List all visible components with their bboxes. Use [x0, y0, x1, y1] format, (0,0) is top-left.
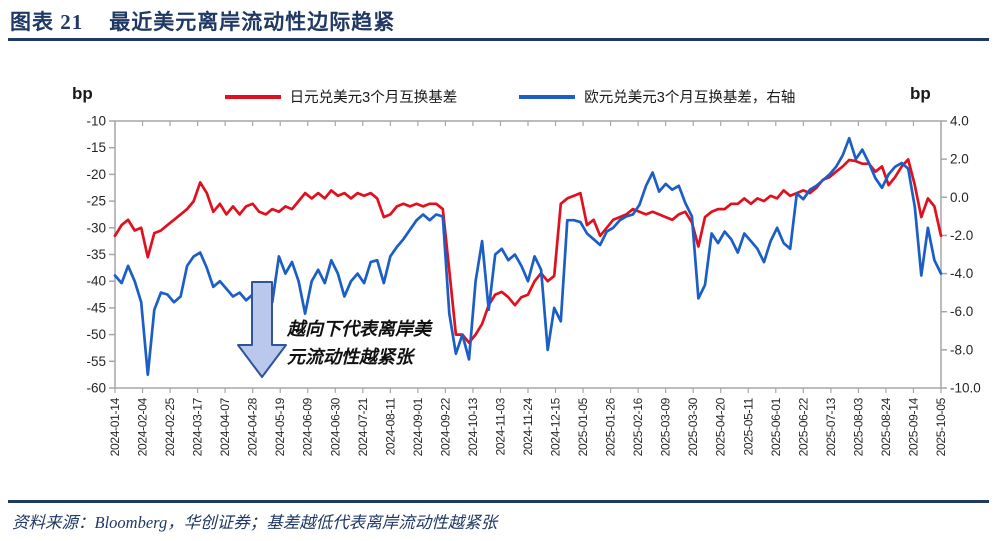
left-axis-tick-label: -10	[86, 114, 106, 129]
x-axis-tick-label: 2024-06-30	[328, 397, 342, 456]
x-axis-tick-label: 2025-08-03	[851, 397, 865, 456]
annotation-line-1: 越向下代表离岸美	[287, 319, 431, 339]
x-axis-tick-label: 2025-08-24	[879, 397, 893, 456]
x-axis-tick-label: 2024-01-14	[108, 397, 122, 456]
x-axis-tick-label: 2024-04-07	[218, 397, 232, 456]
left-axis-tick-label: -15	[86, 140, 106, 155]
figure-header: 图表 21 最近美元离岸流动性边际趋紧	[10, 6, 395, 36]
x-axis-tick-label: 2025-06-01	[769, 397, 783, 456]
footer-divider	[8, 500, 989, 503]
x-axis-tick-label: 2024-05-19	[273, 397, 287, 456]
x-axis-tick-label: 2024-07-21	[356, 397, 370, 456]
right-axis-tick-label: -2.0	[950, 228, 973, 243]
x-axis-tick-label: 2024-03-17	[191, 397, 205, 456]
source-note: 资料来源：Bloomberg，华创证券；基差越低代表离岸流动性越紧张	[12, 513, 498, 532]
legend-item-eur: 欧元兑美元3个月互换基差，右轴	[519, 86, 795, 107]
plot-frame	[114, 120, 942, 389]
legend-label-eur: 欧元兑美元3个月互换基差，右轴	[584, 90, 796, 106]
legend-label-jpy: 日元兑美元3个月互换基差	[289, 90, 458, 106]
legend-marker-jpy	[224, 94, 281, 99]
right-axis-tick-label: -8.0	[950, 342, 973, 357]
series-jpy-line	[113, 158, 943, 344]
x-axis-tick-label: 2024-02-25	[163, 397, 177, 456]
left-axis-tick-label: -55	[86, 354, 106, 369]
legend-marker-eur	[519, 94, 576, 99]
x-axis-tick-label: 2024-11-03	[493, 397, 507, 455]
x-axis-tick-label: 2024-10-13	[466, 397, 480, 456]
series-eur-line	[113, 136, 943, 377]
left-axis-tick-label: -45	[86, 300, 106, 315]
left-axis-tick-label: -60	[86, 381, 106, 396]
figure-title: 最近美元离岸流动性边际趋紧	[109, 10, 396, 34]
right-axis-unit: bp	[910, 84, 931, 103]
x-axis-tick-label: 2024-04-28	[246, 397, 260, 456]
left-axis-tick-label: -25	[86, 194, 106, 209]
legend-item-jpy: 日元兑美元3个月互换基差	[224, 86, 458, 107]
annotation-line-2: 元流动性越紧张	[287, 347, 413, 367]
tightening-annotation: 越向下代表离岸美 元流动性越紧张	[287, 315, 431, 371]
left-axis-tick-label: -20	[86, 167, 106, 182]
x-axis-tick-label: 2024-11-24	[521, 397, 535, 455]
x-axis-tick-label: 2025-07-13	[824, 397, 838, 456]
x-axis-tick-label: 2025-04-20	[714, 397, 728, 456]
x-axis-tick-label: 2025-10-05	[934, 397, 948, 456]
right-axis-tick-label: 4.0	[950, 114, 969, 129]
x-axis-tick-label: 2024-02-04	[136, 397, 150, 456]
right-axis-tick-label: -10.0	[950, 381, 981, 396]
x-axis-tick-label: 2025-09-14	[906, 397, 920, 456]
x-axis-tick-label: 2025-01-26	[604, 397, 618, 456]
x-axis-tick-label: 2024-08-11	[383, 397, 397, 455]
right-axis-tick-label: -4.0	[950, 266, 973, 281]
left-axis-tick-label: -40	[86, 274, 106, 289]
x-axis-tick-label: 2025-06-22	[796, 397, 810, 456]
left-axis-tick-label: -50	[86, 327, 106, 342]
right-axis-tick-label: 0.0	[950, 190, 969, 205]
down-arrow-icon	[237, 281, 287, 378]
x-axis-tick-label: 2025-02-16	[631, 397, 645, 456]
x-axis-tick-label: 2025-03-09	[659, 397, 673, 456]
left-axis-tick-label: -35	[86, 247, 106, 262]
chart-legend: 日元兑美元3个月互换基差 欧元兑美元3个月互换基差，右轴	[130, 86, 890, 107]
x-axis-tick-label: 2025-01-05	[576, 397, 590, 456]
x-axis-tick-label: 2025-03-30	[686, 397, 700, 456]
left-axis-tick-label: -30	[86, 220, 106, 235]
x-axis-tick-label: 2024-09-01	[411, 397, 425, 456]
x-axis-tick-label: 2024-09-22	[438, 397, 452, 456]
right-axis-tick-label: 2.0	[950, 152, 969, 167]
x-axis-tick-label: 2025-05-11	[741, 397, 755, 455]
left-axis-unit: bp	[72, 84, 93, 103]
x-axis-tick-label: 2024-12-15	[549, 397, 563, 456]
title-divider	[8, 38, 989, 41]
x-axis-tick-label: 2024-06-09	[301, 397, 315, 456]
figure-label: 图表 21	[10, 10, 84, 34]
right-axis-tick-label: -6.0	[950, 304, 973, 319]
